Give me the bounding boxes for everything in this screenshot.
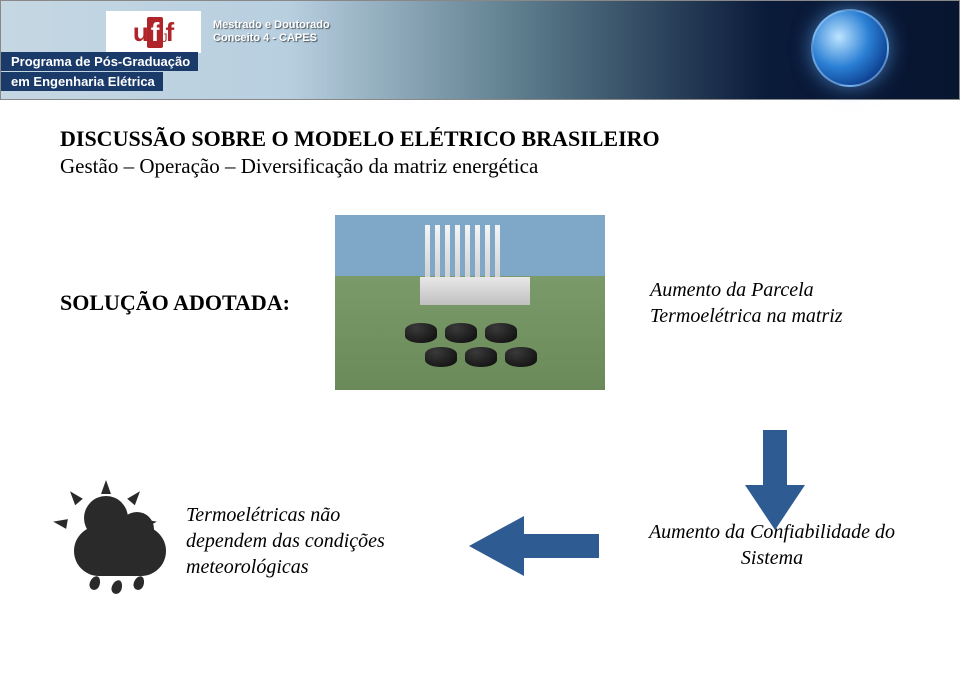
banner-top-row: u f J f Mestrado e Doutorado Conceito 4 … <box>106 11 330 53</box>
tank <box>425 347 457 367</box>
slide-content: DISCUSSÃO SOBRE O MODELO ELÉTRICO BRASIL… <box>0 100 960 595</box>
smokestacks <box>425 225 500 280</box>
ufjf-logo: u f J f <box>106 11 201 53</box>
programa-line2: em Engenharia Elétrica <box>1 72 163 91</box>
programa-band: Programa de Pós-Graduação em Engenharia … <box>1 51 198 91</box>
thermoelectric-plant-image <box>335 215 605 390</box>
arrow-left-icon <box>469 516 599 576</box>
mestrado-line1: Mestrado e Doutorado <box>213 19 330 32</box>
tank <box>505 347 537 367</box>
middle-row: SOLUÇÃO ADOTADA: Aumento da Parcela Term… <box>60 215 910 390</box>
tank <box>445 323 477 343</box>
slide-subtitle: Gestão – Operação – Diversificação da ma… <box>60 154 910 179</box>
tank <box>465 347 497 367</box>
tank <box>485 323 517 343</box>
weather-icon <box>60 490 180 595</box>
weather-cell: Termoelétricas não dependem das condiçõe… <box>60 490 426 595</box>
programa-line1: Programa de Pós-Graduação <box>1 52 198 71</box>
plant-building <box>420 277 530 305</box>
mestrado-text: Mestrado e Doutorado Conceito 4 - CAPES <box>213 19 330 45</box>
mestrado-line2: Conceito 4 - CAPES <box>213 32 330 45</box>
termoelectricas-text: Termoelétricas não dependem das condiçõe… <box>186 502 426 580</box>
logo-letter-j: J <box>161 31 167 45</box>
header-banner: u f J f Mestrado e Doutorado Conceito 4 … <box>0 0 960 100</box>
solucao-label: SOLUÇÃO ADOTADA: <box>60 290 290 316</box>
arrow-down-icon <box>745 430 805 530</box>
slide-title: DISCUSSÃO SOBRE O MODELO ELÉTRICO BRASIL… <box>60 126 910 152</box>
globe-graphic <box>811 9 889 87</box>
tank <box>405 323 437 343</box>
aumento-parcela-text: Aumento da Parcela Termoelétrica na matr… <box>650 277 910 329</box>
